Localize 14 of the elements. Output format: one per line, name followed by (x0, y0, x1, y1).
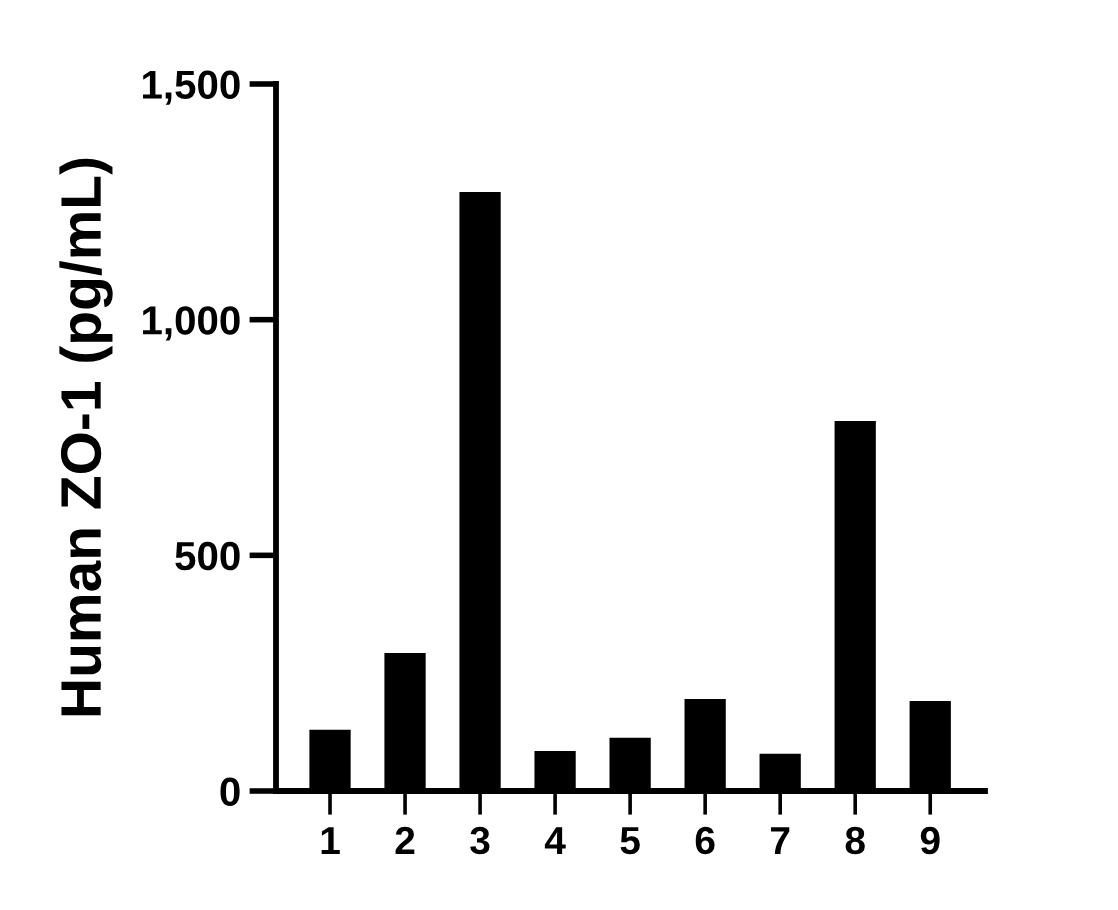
x-tick-label: 9 (920, 826, 940, 855)
x-tick-label: 5 (620, 827, 640, 855)
y-tick-label: 1,500 (143, 70, 240, 105)
x-tick-label: 4 (544, 827, 566, 854)
x-tick-label: 1 (321, 827, 340, 854)
y-axis-title: Human ZO-1 (pg/mL) (59, 158, 113, 716)
x-tick-label: 3 (470, 826, 490, 855)
x-tick-label: 7 (771, 827, 790, 854)
y-tick-label: 0 (220, 777, 240, 806)
x-tick-label: 2 (395, 826, 415, 854)
x-tick-label: 6 (695, 826, 715, 855)
y-tick-label: 1,000 (143, 306, 240, 341)
y-tick-label: 500 (175, 541, 240, 571)
x-tick-label: 8 (845, 826, 865, 855)
